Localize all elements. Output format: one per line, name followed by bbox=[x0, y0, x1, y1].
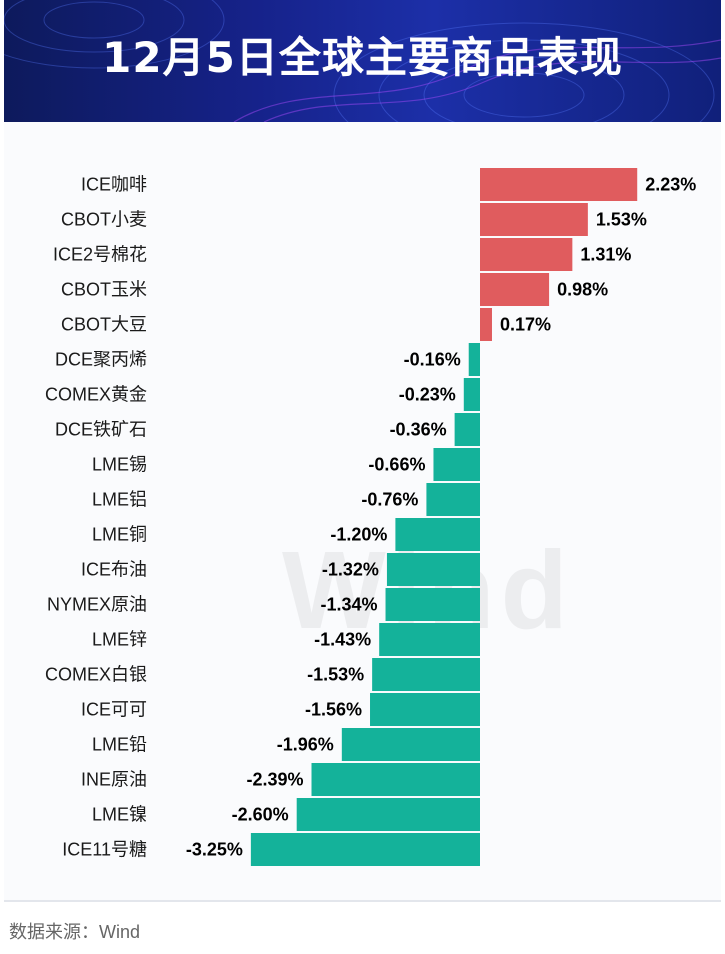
contour-decoration bbox=[4, 0, 721, 122]
value-label: 1.53% bbox=[596, 210, 647, 230]
value-label: -1.32% bbox=[322, 560, 379, 580]
category-label: LME铜 bbox=[92, 525, 147, 545]
category-label: CBOT玉米 bbox=[61, 280, 147, 300]
value-label: -1.20% bbox=[330, 525, 387, 545]
category-label: NYMEX原油 bbox=[47, 595, 147, 615]
bar-1 bbox=[480, 168, 638, 201]
category-label: INE原油 bbox=[81, 770, 147, 790]
data-source-note: 数据来源：Wind bbox=[9, 922, 141, 942]
bar-7 bbox=[463, 378, 480, 411]
value-label: -1.53% bbox=[307, 665, 364, 685]
category-label: ICE11号糖 bbox=[62, 840, 147, 860]
category-label: ICE咖啡 bbox=[81, 175, 147, 195]
value-label: -1.56% bbox=[305, 700, 362, 720]
bar-5 bbox=[480, 308, 492, 341]
value-label: -0.76% bbox=[361, 490, 418, 510]
category-label: LME铝 bbox=[92, 490, 147, 510]
bar-17 bbox=[341, 728, 480, 761]
value-label: 0.17% bbox=[500, 315, 551, 335]
value-label: -3.25% bbox=[186, 840, 243, 860]
category-label: COMEX白银 bbox=[45, 665, 147, 685]
bar-chart: ICE咖啡 2.23% CBOT小麦 1.53% ICE2号棉花 1.31% CBOT玉米 0… bbox=[45, 168, 696, 866]
category-label: LME铅 bbox=[92, 735, 147, 755]
category-label: CBOT大豆 bbox=[61, 315, 147, 335]
bar-16 bbox=[370, 693, 480, 726]
category-label: CBOT小麦 bbox=[61, 210, 147, 230]
bar-15 bbox=[372, 658, 480, 691]
value-label: -0.16% bbox=[404, 350, 461, 370]
bar-3 bbox=[480, 238, 573, 271]
bar-4 bbox=[480, 273, 550, 306]
value-label: 0.98% bbox=[557, 280, 608, 300]
value-label: 1.31% bbox=[580, 245, 631, 265]
bar-11 bbox=[395, 518, 480, 551]
category-label: ICE2号棉花 bbox=[53, 245, 147, 265]
bar-2 bbox=[480, 203, 588, 236]
bar-19 bbox=[296, 798, 480, 831]
category-label: LME锌 bbox=[92, 630, 147, 650]
value-label: -1.43% bbox=[314, 630, 371, 650]
bar-13 bbox=[385, 588, 480, 621]
category-label: COMEX黄金 bbox=[45, 385, 147, 405]
bar-18 bbox=[311, 763, 480, 796]
bar-14 bbox=[379, 623, 480, 656]
category-label: ICE布油 bbox=[81, 560, 147, 580]
value-label: -2.39% bbox=[246, 770, 303, 790]
category-label: ICE可可 bbox=[81, 700, 147, 720]
chart-panel: Wind ICE咖啡2.23%CBOT小麦1.53%ICE2号棉花1.31%CB… bbox=[4, 122, 721, 902]
value-label: -2.60% bbox=[232, 805, 289, 825]
bar-6 bbox=[468, 343, 480, 376]
value-label: -0.23% bbox=[399, 385, 456, 405]
value-label: -1.34% bbox=[320, 595, 377, 615]
value-label: -0.66% bbox=[368, 455, 425, 475]
bar-20 bbox=[250, 833, 480, 866]
header-banner: 12月5日全球主要商品表现 bbox=[4, 0, 721, 122]
category-label: DCE聚丙烯 bbox=[55, 350, 147, 370]
bar-8 bbox=[454, 413, 480, 446]
bar-12 bbox=[386, 553, 480, 586]
bar-9 bbox=[433, 448, 480, 481]
value-label: -0.36% bbox=[390, 420, 447, 440]
page-title: 12月5日全球主要商品表现 bbox=[102, 33, 623, 82]
category-label: LME锡 bbox=[92, 455, 147, 475]
bar-10 bbox=[426, 483, 480, 516]
value-label: -1.96% bbox=[277, 735, 334, 755]
category-label: DCE铁矿石 bbox=[55, 420, 147, 440]
value-label: 2.23% bbox=[645, 175, 696, 195]
category-label: LME镍 bbox=[92, 805, 147, 825]
